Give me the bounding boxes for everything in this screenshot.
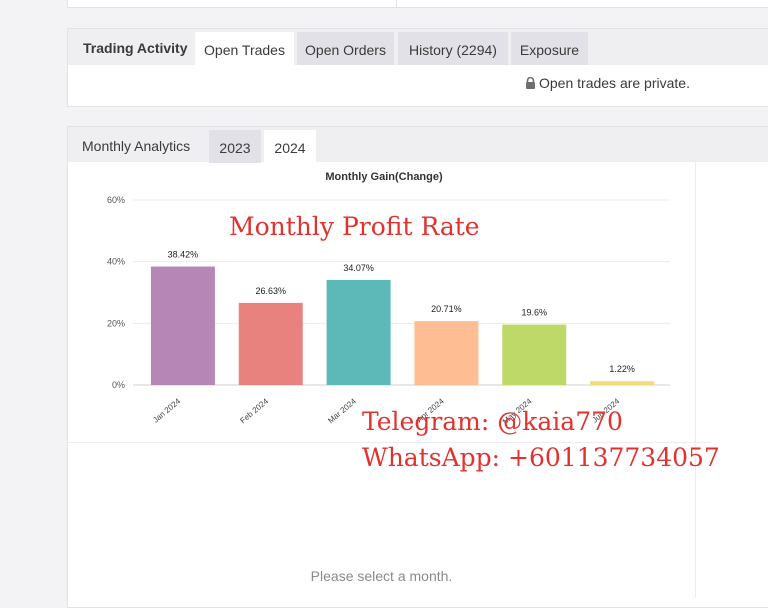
bar (502, 324, 567, 385)
data-label: 20.71% (431, 304, 462, 314)
bar (326, 279, 391, 385)
watermark-telegram: Telegram: @kaia770 (362, 407, 623, 436)
trading-activity-panel: Trading Activity Open Trades Open Orders… (67, 28, 768, 107)
x-tick-label: Feb 2024 (238, 396, 270, 425)
data-label: 34.07% (343, 263, 374, 273)
watermark-title: Monthly Profit Rate (229, 212, 480, 241)
data-label: 38.42% (168, 250, 199, 260)
chart-title: Monthly Gain(Change) (325, 171, 443, 183)
trading-tab-bar: Trading Activity Open Trades Open Orders… (68, 29, 768, 65)
lock-icon (526, 76, 535, 89)
trading-activity-title: Trading Activity (83, 40, 188, 56)
data-label: 1.22% (609, 364, 635, 374)
y-tick-label: 60% (107, 195, 125, 205)
private-trades-note: Open trades are private. (525, 75, 690, 91)
data-label: 19.6% (521, 308, 547, 318)
tab-open-orders[interactable]: Open Orders (297, 32, 394, 65)
tab-history[interactable]: History (2294) (398, 32, 508, 65)
y-tick-label: 0% (112, 380, 125, 390)
previous-panel (67, 0, 768, 8)
x-tick-label: Mar 2024 (326, 396, 358, 425)
tab-2023[interactable]: 2023 (209, 130, 261, 163)
chart-bottom-border (68, 442, 711, 443)
analytics-tab-bar: Monthly Analytics 2023 2024 (68, 127, 768, 163)
bar (238, 302, 303, 385)
select-month-message: Please select a month. (310, 568, 453, 584)
data-label: 26.63% (255, 286, 286, 296)
x-tick-label: Jan 2024 (151, 396, 182, 424)
chart-side-border (695, 162, 696, 598)
private-note-text: Open trades are private. (539, 75, 690, 91)
bar (414, 321, 479, 385)
y-tick-label: 20% (107, 318, 125, 328)
watermark-whatsapp: WhatsApp: +601137734057 (362, 443, 720, 472)
y-tick-label: 40% (107, 257, 125, 267)
monthly-analytics-title: Monthly Analytics (82, 138, 191, 154)
bar (590, 381, 655, 385)
bar (150, 266, 215, 385)
panel-divider (396, 0, 397, 7)
tab-open-trades[interactable]: Open Trades (195, 32, 294, 65)
tab-2024[interactable]: 2024 (264, 130, 316, 163)
tab-exposure[interactable]: Exposure (511, 32, 588, 65)
